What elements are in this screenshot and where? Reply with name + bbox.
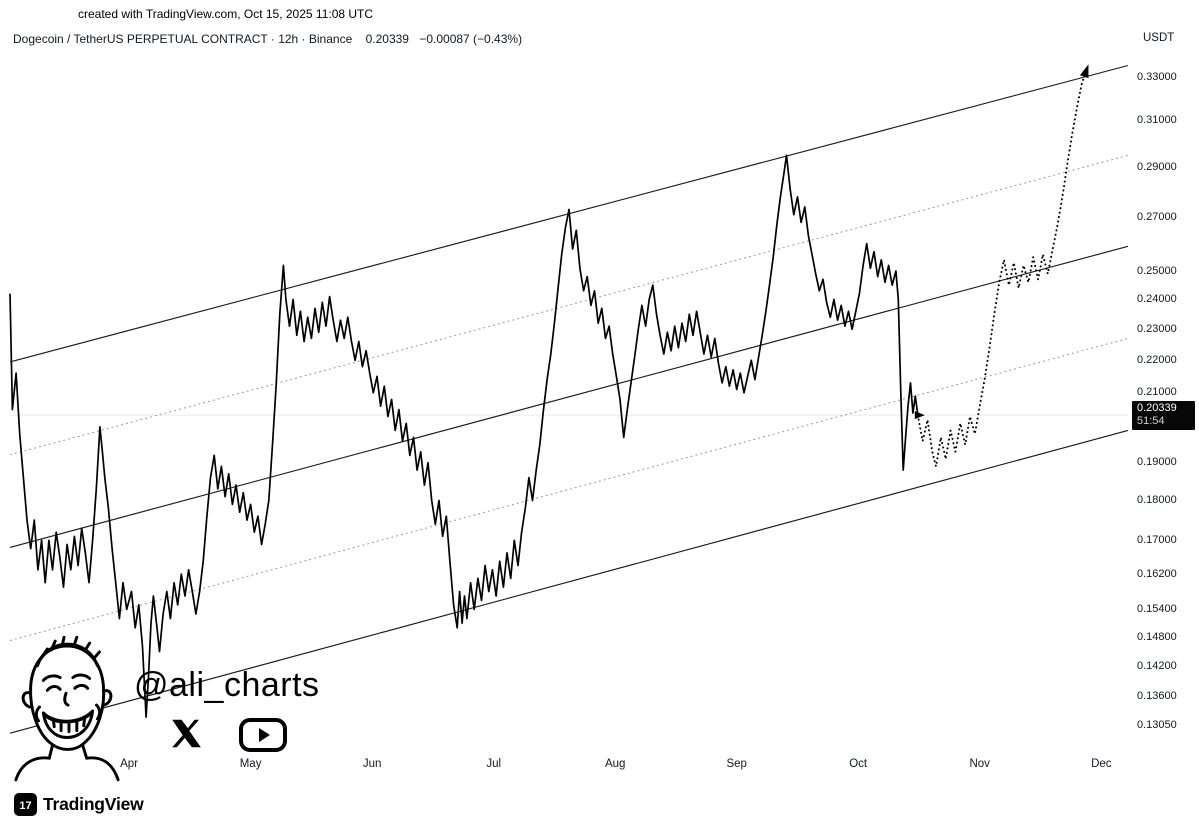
last-price-marker — [914, 411, 925, 420]
time-tick-label: Apr — [120, 758, 139, 770]
price-tick-label: 0.19000 — [1137, 456, 1177, 469]
channel-lower-quarter — [9, 337, 1129, 641]
channel-midline — [9, 245, 1129, 548]
price-axis[interactable]: 0.33000 0.31000 0.29000 0.27000 0.25000 0.240… — [1132, 0, 1199, 832]
price-tick-label: 0.29000 — [1137, 160, 1177, 173]
legend-last-price: 0.20339 — [365, 32, 409, 46]
price-tick-label: 0.25000 — [1137, 264, 1177, 277]
price-tick-label: 0.15400 — [1137, 602, 1177, 615]
price-tick-label: 0.31000 — [1137, 114, 1177, 127]
time-tick-label: Sep — [726, 758, 747, 770]
price-tick-label: 0.17000 — [1137, 533, 1177, 546]
tradingview-logo-icon[interactable]: 17 — [14, 793, 37, 816]
price-tick-label: 0.27000 — [1137, 210, 1177, 223]
time-tick-label: Aug — [604, 758, 626, 770]
projection-arrowhead — [1079, 64, 1089, 79]
time-tick-label: May — [239, 758, 262, 770]
tradingview-footer[interactable]: 17 TradingView — [14, 793, 144, 816]
tradingview-wordmark[interactable]: TradingView — [43, 794, 144, 814]
last-price-tag: 0.20339 51:54 — [1132, 401, 1195, 431]
time-axis[interactable]: Apr May Jun Jul Aug Sep Oct Nov Dec — [0, 758, 1199, 776]
time-tick-label: Dec — [1091, 758, 1112, 770]
svg-text:17: 17 — [19, 800, 31, 812]
channel-bottom — [9, 429, 1129, 734]
price-tick-label: 0.18000 — [1137, 494, 1177, 506]
channel-upper-quarter — [9, 154, 1129, 456]
chart-legend: Dogecoin / TetherUS PERPETUAL CONTRACT ·… — [13, 32, 522, 46]
price-tick-label: 0.14200 — [1137, 659, 1177, 672]
price-tick-label: 0.24000 — [1137, 293, 1177, 305]
price-tick-label: 0.21000 — [1137, 386, 1177, 399]
time-tick-label: Jun — [362, 758, 382, 770]
legend-change: −0.00087 (−0.43%) — [419, 32, 523, 46]
price-tick-label: 0.14800 — [1137, 630, 1177, 643]
price-tick-label: 0.33000 — [1137, 70, 1177, 83]
price-tick-label: 0.13600 — [1137, 689, 1177, 702]
price-tick-label: 0.23000 — [1137, 322, 1177, 335]
symbol-title[interactable]: Dogecoin / TetherUS PERPETUAL CONTRACT ·… — [13, 32, 353, 46]
price-tick-label: 0.22000 — [1137, 353, 1177, 366]
quote-currency-label: USDT — [1143, 32, 1175, 44]
time-tick-label: Nov — [969, 758, 990, 770]
price-tick-label: 0.13050 — [1137, 718, 1177, 731]
time-tick-label: Jul — [486, 758, 502, 770]
price-series-projection — [916, 71, 1087, 468]
bar-close-countdown: 51:54 — [1137, 415, 1165, 428]
price-series-history — [9, 154, 919, 718]
attribution-text: created with TradingView.com, Oct 15, 20… — [78, 7, 374, 21]
last-price-value: 0.20339 — [1137, 402, 1177, 415]
time-tick-label: Oct — [849, 758, 868, 770]
price-tick-label: 0.16200 — [1137, 567, 1177, 580]
